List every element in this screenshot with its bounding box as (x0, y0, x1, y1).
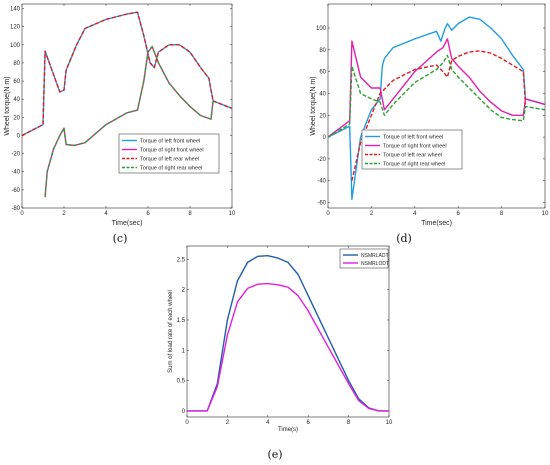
chart-1-xtick-label: 0 (326, 211, 330, 217)
chart-0-ytick-label: 80 (13, 61, 20, 67)
chart-0-ytick-label: 120 (10, 25, 21, 31)
chart-2-xtick-label: 10 (386, 420, 393, 426)
chart-1-ytick-label: -40 (317, 179, 326, 185)
chart-2-ytick-label: 1.5 (177, 318, 186, 324)
chart-0-ytick-label: 100 (10, 43, 21, 49)
chart-0-series-line-2 (21, 11, 233, 137)
caption-e: (e) (267, 448, 282, 461)
chart-0-x-axis-label: Time(sec) (112, 220, 143, 227)
chart-1-ytick-label: 40 (319, 91, 326, 97)
chart-2-xtick-label: 8 (347, 420, 351, 426)
chart-2-legend-label-0: NSMRLADT (361, 253, 389, 259)
chart-0-xtick-label: 10 (229, 211, 236, 217)
chart-1-xtick-label: 10 (542, 211, 549, 217)
chart-1-xtick-label: 4 (413, 211, 417, 217)
chart-1-ytick-label: 100 (316, 26, 327, 32)
chart-0-ytick-label: -60 (11, 188, 20, 194)
caption-d: (d) (396, 232, 412, 245)
chart-1-y-axis-label: Wheel torque(N m) (310, 76, 317, 135)
chart-1-series-line-3 (327, 54, 546, 138)
chart-0-ytick-label: 0 (17, 133, 21, 139)
chart-1-xtick-label: 8 (500, 211, 504, 217)
chart-1-legend-label-3: Torque of right rear wheel (383, 162, 445, 168)
chart-2-series-line-1 (187, 282, 389, 412)
chart-2-series-line-0 (187, 254, 389, 412)
chart-1-xtick-label: 6 (457, 211, 461, 217)
chart-2-xtick-label: 2 (226, 420, 230, 426)
chart-1-series-line-1 (327, 38, 546, 138)
chart-2-plot-frame (186, 245, 390, 418)
chart-2-x-axis-label: Time(s) (278, 427, 298, 433)
chart-1-xtick-label: 2 (370, 211, 374, 217)
chart-0-ytick-label: 60 (13, 79, 20, 85)
chart-1-ytick-label: -20 (317, 157, 326, 163)
chart-0-legend-label-1: Torque of right front wheel (140, 148, 204, 154)
chart-0-legend-label-0: Torque of left front wheel (140, 139, 200, 145)
chart-1-series-line-0 (327, 16, 546, 201)
chart-2-ytick-label: 1 (182, 348, 186, 354)
chart-2-ytick-label: 2 (182, 288, 186, 294)
chart-2-ytick-label: 0 (182, 409, 186, 415)
chart-2-xtick-label: 4 (266, 420, 270, 426)
chart-0-xtick-label: 2 (62, 211, 66, 217)
chart-2-xtick-label: 0 (185, 420, 189, 426)
chart-1-ytick-label: 0 (323, 135, 327, 141)
chart-0-legend-label-3: Torque of right rear wheel (140, 166, 202, 172)
chart-0-ytick-label: 140 (10, 7, 21, 13)
chart-1-ytick-label: 20 (319, 113, 326, 119)
chart-0-ytick-label: -20 (11, 152, 20, 158)
caption-c: (c) (113, 232, 128, 245)
chart-1-series-line-2 (351, 50, 527, 181)
chart-0-xtick-label: 0 (20, 211, 24, 217)
chart-2-xtick-label: 6 (307, 420, 311, 426)
chart-0-xtick-label: 8 (188, 211, 192, 217)
chart-0-ytick-label: -80 (11, 206, 20, 212)
chart-0-plot-frame (21, 3, 233, 209)
chart-2-y-axis-label: Sum of load rate of each wheel (168, 290, 174, 373)
chart-0-xtick-label: 6 (146, 211, 150, 217)
chart-2-legend-label-1: NSMRLODT (361, 261, 389, 267)
chart-2-ytick-label: 0.5 (177, 379, 186, 385)
chart-0-y-axis-label: Wheel torque(N m) (4, 76, 11, 135)
chart-1-legend-label-0: Torque of left front wheel (383, 135, 443, 141)
chart-1-x-axis-label: Time(sec) (421, 220, 452, 227)
chart-0-legend-label-2: Torque of left rear wheel (140, 157, 199, 163)
chart-0-series-line-3 (44, 45, 214, 198)
chart-1-ytick-label: -60 (317, 201, 326, 207)
chart-1-legend-label-2: Torque of left rear wheel (383, 153, 442, 159)
chart-2-ytick-label: 2.5 (177, 257, 186, 263)
chart-0-xtick-label: 4 (104, 211, 108, 217)
chart-1-legend-label-1: Torque of right front wheel (383, 144, 447, 150)
chart-0-ytick-label: 40 (13, 97, 20, 103)
chart-1-ytick-label: 60 (319, 70, 326, 76)
chart-1-ytick-label: 80 (319, 48, 326, 54)
chart-1-plot-frame (327, 3, 546, 209)
chart-0-ytick-label: 20 (13, 115, 20, 121)
chart-0-ytick-label: -40 (11, 170, 20, 176)
